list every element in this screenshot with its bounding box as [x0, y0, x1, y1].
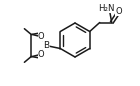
Text: O: O: [38, 50, 45, 59]
Text: H₂N: H₂N: [98, 4, 115, 13]
Text: O: O: [38, 32, 45, 41]
Text: B: B: [43, 41, 49, 50]
Text: O: O: [115, 7, 122, 16]
